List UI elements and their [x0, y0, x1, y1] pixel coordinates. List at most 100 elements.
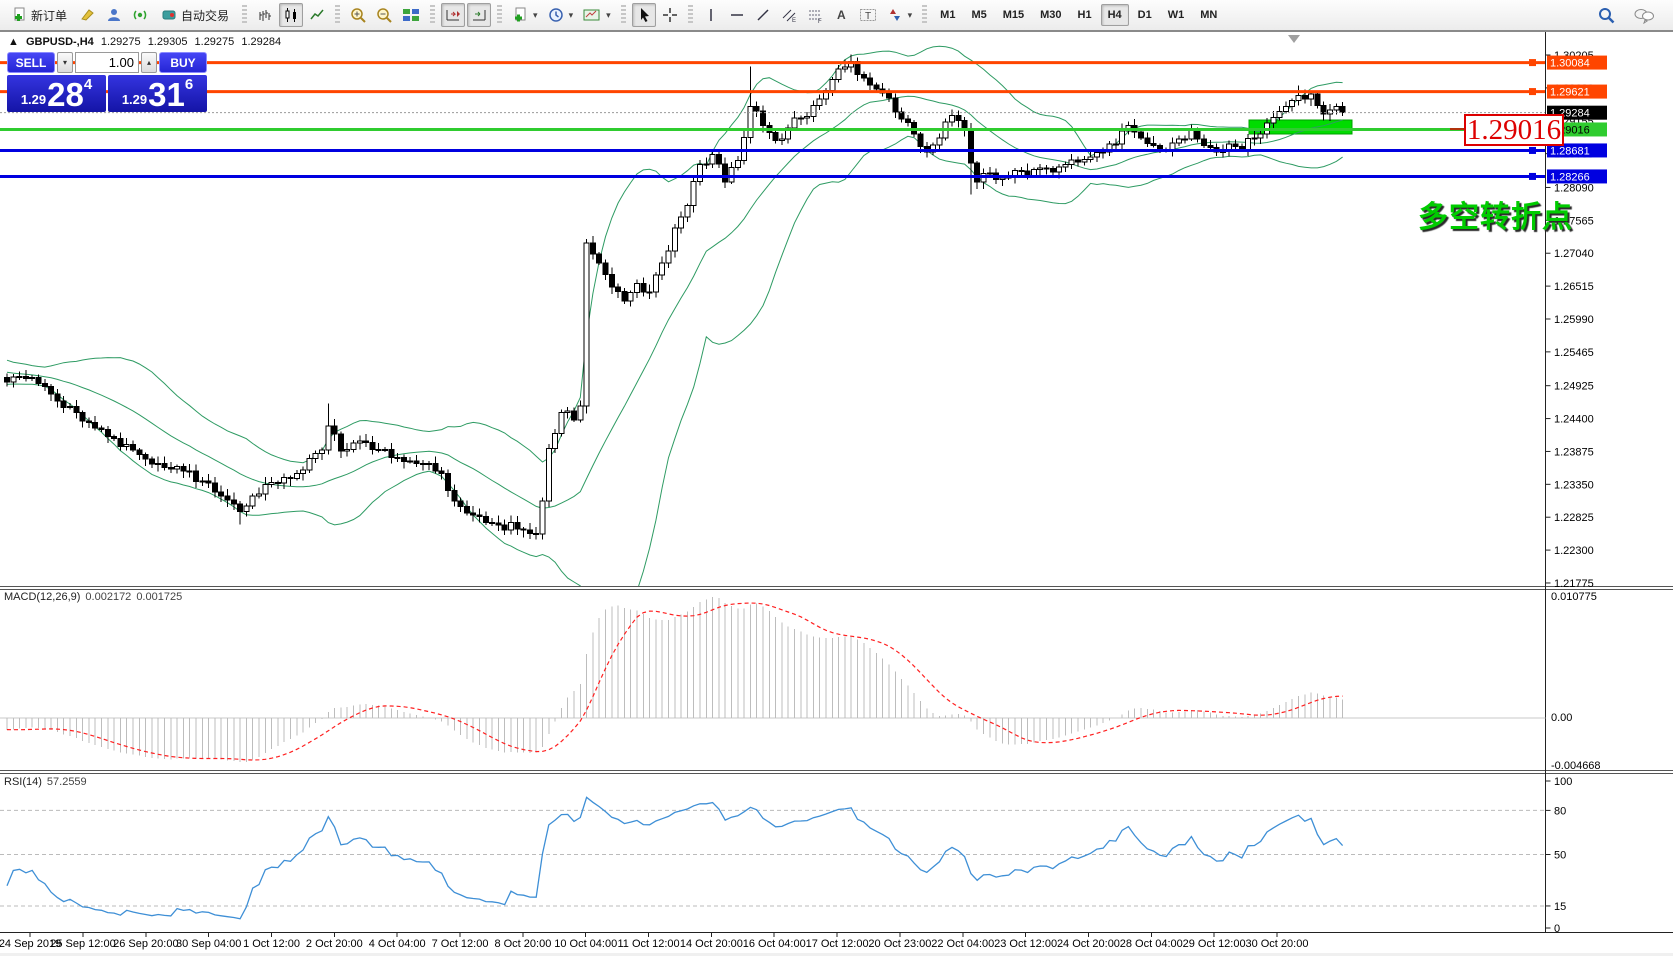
time-tick-label: 25 Sep 12:00 [50, 938, 115, 950]
arrows-tool-button[interactable]: ▾ [883, 3, 917, 27]
level-anchor-marker[interactable] [1529, 146, 1536, 154]
timeframe-button-mn[interactable]: MN [1193, 4, 1224, 26]
symbol-period-label: GBPUSD-,H4 [25, 36, 94, 48]
timeframe-button-h4[interactable]: H4 [1100, 4, 1129, 26]
timeframe-button-w1[interactable]: W1 [1161, 4, 1192, 26]
chat-button[interactable] [1629, 3, 1659, 27]
template-button[interactable]: ▾ [579, 3, 615, 27]
cursor-tool-button[interactable] [631, 3, 656, 27]
buy-price-prefix: 1.29 [121, 92, 148, 107]
new-chart-button[interactable]: ▾ [508, 3, 542, 27]
cn-annotation-text[interactable]: 多空转折点 [1418, 201, 1573, 234]
vertical-line-tool-button[interactable] [699, 3, 723, 27]
equidistant-channel-icon: E [782, 9, 796, 23]
candlestick-chart-button[interactable] [279, 3, 304, 27]
autotrading-button[interactable]: 自动交易 [154, 3, 236, 27]
time-tick-label: 28 Oct 04:00 [1120, 938, 1183, 950]
svg-text:F: F [818, 19, 822, 23]
bollinger-middle-band [6, 95, 1343, 509]
autotrading-icon [162, 10, 176, 20]
buy-button[interactable]: BUY [159, 52, 207, 73]
text-tool-button[interactable]: A [829, 3, 853, 27]
timeframe-button-d1[interactable]: D1 [1131, 4, 1159, 26]
time-tick-label: 22 Oct 04:00 [931, 938, 994, 950]
timeframe-button-h1[interactable]: H1 [1071, 4, 1099, 26]
macd-signal-line [6, 602, 1343, 761]
sell-price-display[interactable]: 1.29 28 4 [7, 75, 106, 112]
person-icon [108, 9, 121, 21]
axis-price-label-1.28266 [1547, 169, 1607, 184]
level-anchor-marker[interactable] [1529, 172, 1536, 180]
tile-windows-button[interactable] [398, 3, 424, 27]
signal-button[interactable] [128, 3, 152, 27]
candlestick-chart-icon [285, 8, 297, 22]
time-tick-label: 17 Oct 12:00 [806, 938, 869, 950]
level-anchor-marker[interactable] [1529, 88, 1536, 96]
price-tick-label: 1.23350 [1554, 479, 1594, 491]
time-tick-label: 2 Oct 20:00 [306, 938, 363, 950]
chart-shift-icon [446, 10, 461, 21]
community-button[interactable] [102, 3, 126, 27]
time-tick-label: 11 Oct 12:00 [617, 938, 679, 950]
axis-price-label-text: 1.29621 [1550, 87, 1590, 99]
macd-tick-label: 0.00 [1551, 712, 1572, 724]
axis-price-label-text: 1.30084 [1550, 58, 1590, 70]
time-tick-label: 4 Oct 04:00 [369, 938, 426, 950]
rsi-tick-label: 100 [1554, 776, 1572, 788]
axis-price-label-text: 1.28681 [1550, 145, 1590, 157]
auto-scroll-icon [473, 10, 486, 21]
search-button[interactable] [1593, 3, 1619, 27]
timeframe-button-m30[interactable]: M30 [1033, 4, 1068, 26]
rsi-tick-label: 15 [1554, 901, 1566, 913]
horizontal-line-tool-button[interactable] [725, 3, 749, 27]
macd-value: 0.002172 [85, 591, 132, 603]
svg-text:E: E [792, 18, 796, 23]
level-anchor-marker[interactable] [1529, 59, 1536, 67]
line-chart-button[interactable] [305, 3, 329, 27]
new-order-button[interactable]: 新订单 [4, 3, 74, 27]
trendline-tool-button[interactable] [751, 3, 775, 27]
rsi-pane [0, 796, 1546, 920]
vertical-line-icon [709, 9, 712, 21]
price-tick-label: 1.28090 [1554, 182, 1594, 194]
price-tick-label: 1.25465 [1554, 347, 1594, 359]
fibonacci-tool-button[interactable]: F [803, 3, 827, 27]
volume-input[interactable] [75, 52, 139, 73]
chart-shift-button[interactable] [441, 3, 466, 27]
collapse-arrow-icon[interactable]: ▲ [8, 36, 19, 48]
highlighter-button[interactable] [76, 3, 100, 27]
time-tick-label: 14 Oct 20:00 [680, 938, 743, 950]
bar-chart-button[interactable] [253, 3, 277, 27]
buy-price-display[interactable]: 1.29 31 6 [108, 75, 207, 112]
auto-scroll-button[interactable] [467, 3, 492, 27]
crosshair-tool-button[interactable] [658, 3, 682, 27]
volume-increase-button[interactable]: ▴ [141, 52, 157, 73]
text-label-tool-button[interactable]: T [855, 3, 881, 27]
channel-tool-button[interactable]: E [777, 3, 801, 27]
axis-price-label-1.30084 [1547, 55, 1607, 70]
tile-windows-icon [403, 9, 420, 21]
period-button[interactable]: ▾ [544, 3, 578, 27]
macd-indicator-label: MACD(12,26,9) 0.002172 0.001725 [4, 591, 182, 603]
price-callout-box[interactable]: 1.29016 [1464, 114, 1564, 146]
dropdown-caret-icon: ▾ [907, 9, 913, 20]
volume-decrease-button[interactable]: ▾ [57, 52, 73, 73]
search-icon [1599, 8, 1615, 24]
sell-price-prefix: 1.29 [20, 92, 47, 107]
timeframe-button-m5[interactable]: M5 [964, 4, 993, 26]
one-click-trading-panel: SELL ▾ ▴ BUY 1.29 28 4 1.29 31 6 [7, 52, 207, 112]
rsi-tick-label: 50 [1554, 850, 1566, 862]
sell-button[interactable]: SELL [7, 52, 55, 73]
zoom-in-button[interactable] [346, 3, 370, 27]
zoom-out-button[interactable] [372, 3, 396, 27]
timeframe-button-m1[interactable]: M1 [933, 4, 962, 26]
timeframe-button-m15[interactable]: M15 [996, 4, 1031, 26]
quote-header: ▲ GBPUSD-,H4 1.29275 1.29305 1.29275 1.2… [8, 36, 285, 48]
sell-price-big: 28 [47, 75, 84, 113]
zoom-out-icon [377, 8, 392, 23]
chart-shift-marker[interactable] [1288, 35, 1300, 43]
toolbar-grip [430, 5, 436, 25]
rsi-tick-label: 80 [1554, 805, 1566, 817]
